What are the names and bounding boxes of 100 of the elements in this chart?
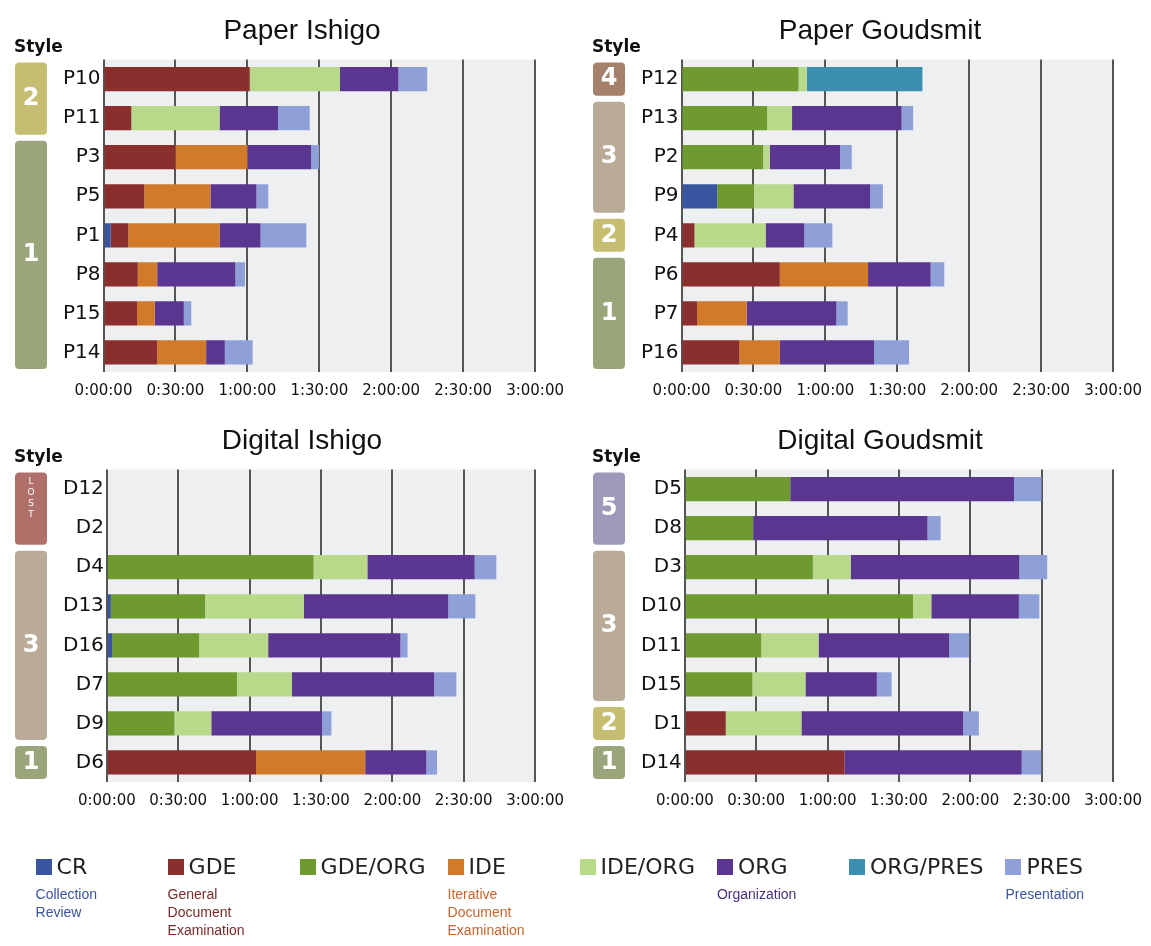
bar — [901, 106, 914, 131]
text: Collection Review — [35, 885, 99, 921]
bar — [256, 750, 366, 775]
bar — [798, 67, 807, 92]
text: Style — [14, 445, 63, 466]
legend-label: CR — [56, 854, 88, 879]
text: LOST — [27, 475, 35, 519]
text: 3 — [600, 141, 618, 170]
bar — [1021, 750, 1042, 775]
bar — [278, 106, 310, 131]
x-tick-label: 0:30:00 — [146, 380, 205, 399]
legend-label: GDE/ORG — [320, 854, 426, 879]
bar — [868, 262, 931, 287]
bar — [131, 106, 220, 131]
x-tick-label: 0:30:00 — [727, 790, 786, 809]
text: Iterative Document Examination — [447, 885, 526, 939]
bar — [206, 340, 225, 365]
bar — [107, 633, 113, 658]
bar — [682, 106, 768, 131]
x-tick-label: 0:30:00 — [724, 380, 783, 399]
bar — [746, 301, 837, 326]
bar — [812, 555, 851, 580]
bar — [870, 184, 883, 209]
bar — [183, 301, 192, 326]
y-tick-label: P15 — [62, 299, 101, 324]
bar — [205, 594, 304, 619]
x-tick-label: 2:30:00 — [434, 380, 493, 399]
x-tick-label: 0:00:00 — [77, 790, 136, 809]
bar — [249, 67, 340, 92]
bar — [685, 477, 791, 502]
bar — [211, 711, 322, 736]
bar — [434, 672, 457, 697]
bar — [157, 262, 236, 287]
bar — [963, 711, 979, 736]
y-tick-label: D3 — [653, 553, 682, 578]
bar — [790, 477, 1015, 502]
bar — [303, 594, 449, 619]
bar — [157, 340, 207, 365]
bar — [685, 672, 753, 697]
bar — [804, 223, 833, 248]
bar — [805, 672, 877, 697]
bar — [224, 340, 253, 365]
y-tick-label: P10 — [62, 65, 101, 90]
bar — [752, 672, 806, 697]
bar — [400, 633, 408, 658]
bar — [682, 301, 698, 326]
chart-title: Digital Goudsmit — [777, 423, 983, 455]
y-tick-label: D13 — [62, 592, 104, 617]
bar — [779, 262, 869, 287]
y-tick-label: P6 — [653, 260, 679, 285]
text: Presentation — [1005, 885, 1086, 903]
bar — [313, 555, 368, 580]
y-tick-label: D9 — [75, 709, 104, 734]
bar — [682, 184, 718, 209]
bar — [685, 594, 914, 619]
bar — [876, 672, 892, 697]
y-tick-label: P1 — [75, 221, 101, 246]
text: Organization — [716, 885, 798, 903]
y-tick-label: D5 — [653, 475, 682, 500]
bar — [398, 67, 428, 92]
bar — [949, 633, 970, 658]
y-tick-label: P3 — [75, 143, 101, 168]
legend-label: IDE/ORG — [600, 854, 695, 879]
x-tick-label: 0:00:00 — [74, 380, 133, 399]
y-tick-label: D6 — [75, 748, 104, 773]
x-tick-label: 2:30:00 — [1012, 790, 1071, 809]
y-tick-label: P11 — [62, 104, 101, 129]
text: Style — [592, 445, 641, 466]
bar — [256, 184, 269, 209]
text: Style — [592, 35, 641, 56]
bar — [739, 340, 780, 365]
bar — [474, 555, 497, 580]
y-tick-label: D4 — [75, 553, 104, 578]
bar — [104, 184, 145, 209]
bar — [769, 145, 840, 170]
chart-title: Digital Ishigo — [221, 423, 383, 455]
bar — [793, 184, 871, 209]
bar — [107, 750, 257, 775]
y-tick-label: D1 — [653, 709, 682, 734]
bar — [110, 594, 206, 619]
bar — [339, 67, 399, 92]
bar — [806, 67, 923, 92]
y-tick-label: D7 — [75, 670, 104, 695]
bar — [694, 223, 766, 248]
bar — [779, 340, 875, 365]
bar — [753, 516, 928, 541]
y-tick-label: D10 — [640, 592, 682, 617]
bar — [174, 711, 212, 736]
x-tick-label: 2:00:00 — [941, 790, 1000, 809]
x-tick-label: 1:00:00 — [218, 380, 277, 399]
x-tick-label: 2:00:00 — [362, 380, 421, 399]
x-tick-label: 1:30:00 — [870, 790, 928, 809]
bar — [753, 184, 794, 209]
bar — [104, 145, 176, 170]
bar — [128, 223, 220, 248]
bar — [311, 145, 320, 170]
bar — [321, 711, 332, 736]
bar — [697, 301, 747, 326]
bar — [685, 711, 726, 736]
bar — [367, 555, 475, 580]
